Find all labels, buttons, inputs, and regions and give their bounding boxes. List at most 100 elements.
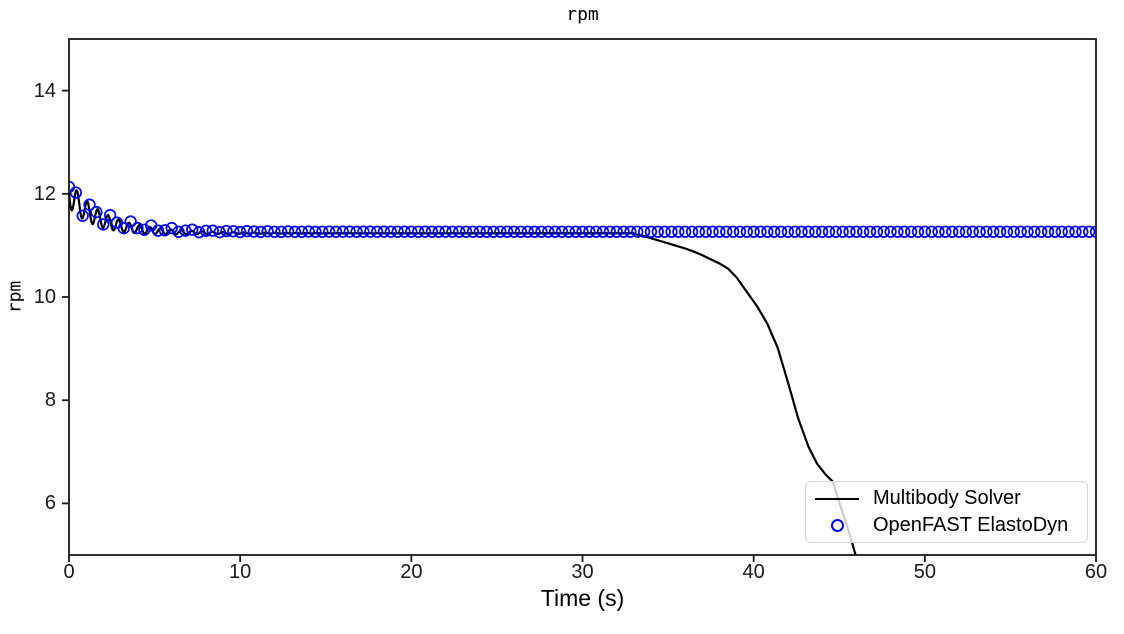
openfast-elastodyn-marker xyxy=(186,223,199,236)
x-axis-label: Time (s) xyxy=(540,585,625,611)
openfast-elastodyn-marker xyxy=(980,225,993,238)
openfast-elastodyn-marker xyxy=(679,225,692,238)
openfast-elastodyn-marker xyxy=(398,225,411,238)
openfast-elastodyn-marker xyxy=(781,225,795,238)
openfast-elastodyn-marker xyxy=(699,225,712,238)
openfast-elastodyn-marker xyxy=(692,225,706,238)
y-tick-label: 12 xyxy=(33,182,56,205)
openfast-elastodyn-marker xyxy=(1055,225,1068,238)
openfast-elastodyn-marker xyxy=(412,225,425,238)
openfast-elastodyn-marker xyxy=(97,218,110,231)
openfast-elastodyn-marker xyxy=(261,225,274,238)
openfast-elastodyn-marker xyxy=(158,224,172,237)
openfast-elastodyn-marker xyxy=(1069,225,1082,238)
openfast-elastodyn-marker xyxy=(234,225,247,239)
openfast-elastodyn-marker xyxy=(857,225,870,238)
openfast-elastodyn-marker xyxy=(569,225,582,238)
openfast-elastodyn-marker xyxy=(240,224,254,238)
openfast-elastodyn-marker xyxy=(439,225,452,238)
openfast-elastodyn-marker xyxy=(822,225,836,238)
openfast-elastodyn-marker xyxy=(555,225,569,238)
openfast-elastodyn-marker xyxy=(768,225,781,238)
openfast-elastodyn-marker xyxy=(213,226,226,239)
openfast-elastodyn-marker xyxy=(391,225,404,238)
openfast-elastodyn-marker xyxy=(1048,225,1062,238)
x-tick-label: 30 xyxy=(571,561,594,583)
openfast-elastodyn-marker xyxy=(740,225,753,238)
openfast-elastodyn-marker xyxy=(405,225,418,238)
openfast-elastodyn-marker xyxy=(521,225,534,238)
legend-label: OpenFAST ElastoDyn xyxy=(873,513,1069,536)
openfast-elastodyn-marker xyxy=(1082,225,1096,238)
y-tick-label: 6 xyxy=(44,492,56,515)
openfast-elastodyn-marker xyxy=(69,186,82,199)
openfast-elastodyn-marker xyxy=(1007,225,1020,238)
openfast-elastodyn-marker xyxy=(357,225,370,238)
openfast-elastodyn-marker xyxy=(726,225,740,238)
openfast-elastodyn-marker xyxy=(377,225,391,238)
openfast-elastodyn-marker xyxy=(1021,225,1034,238)
openfast-elastodyn-marker xyxy=(548,225,562,238)
openfast-elastodyn-marker xyxy=(884,225,897,238)
openfast-elastodyn-marker xyxy=(83,198,96,211)
openfast-elastodyn-marker xyxy=(583,225,596,238)
chart-title: rpm xyxy=(566,4,599,25)
openfast-elastodyn-marker xyxy=(90,205,103,219)
openfast-elastodyn-marker xyxy=(364,225,377,238)
openfast-elastodyn-marker xyxy=(761,225,774,238)
legend-label: Multibody Solver xyxy=(873,487,1021,510)
openfast-elastodyn-marker xyxy=(952,225,966,238)
openfast-elastodyn-marker xyxy=(295,225,308,238)
x-tick-label: 40 xyxy=(742,561,765,583)
openfast-elastodyn-marker xyxy=(877,225,890,238)
axes-spines xyxy=(68,38,1097,556)
openfast-elastodyn-marker xyxy=(343,225,356,238)
legend-circle-marker-icon xyxy=(830,518,844,532)
openfast-elastodyn-marker xyxy=(1035,225,1048,238)
openfast-elastodyn-marker xyxy=(631,225,644,238)
openfast-elastodyn-marker xyxy=(254,225,267,239)
x-tick-label: 0 xyxy=(63,561,75,583)
openfast-elastodyn-marker xyxy=(281,225,295,238)
openfast-elastodyn-marker xyxy=(987,225,1000,238)
x-tick-label: 50 xyxy=(913,561,936,583)
openfast-elastodyn-marker xyxy=(590,225,603,238)
openfast-elastodyn-marker xyxy=(850,225,863,238)
multibody-solver-line xyxy=(69,189,857,555)
openfast-elastodyn-marker xyxy=(994,225,1007,238)
legend-key xyxy=(814,518,860,532)
openfast-elastodyn-marker xyxy=(528,225,541,238)
openfast-elastodyn-marker xyxy=(494,225,507,238)
openfast-elastodyn-marker xyxy=(754,225,767,238)
y-tick-label: 8 xyxy=(44,389,56,412)
y-tick-label: 14 xyxy=(33,79,56,102)
openfast-elastodyn-marker xyxy=(131,221,144,235)
openfast-elastodyn-marker xyxy=(172,225,185,238)
openfast-elastodyn-marker xyxy=(918,225,931,238)
openfast-elastodyn-marker xyxy=(384,225,397,238)
openfast-elastodyn-marker xyxy=(206,224,219,237)
openfast-elastodyn-marker xyxy=(809,225,822,238)
openfast-elastodyn-marker xyxy=(946,225,959,238)
openfast-elastodyn-marker xyxy=(610,225,623,238)
openfast-elastodyn-marker xyxy=(309,225,322,238)
openfast-elastodyn-marker xyxy=(774,225,788,238)
openfast-elastodyn-marker xyxy=(418,225,432,238)
legend-item-openfast-elastodyn: OpenFAST ElastoDyn xyxy=(814,512,1079,538)
openfast-elastodyn-marker xyxy=(925,225,938,238)
openfast-elastodyn-marker xyxy=(329,225,343,238)
openfast-elastodyn-marker xyxy=(932,225,945,238)
openfast-elastodyn-marker xyxy=(459,225,473,238)
openfast-elastodyn-marker xyxy=(713,225,726,238)
openfast-elastodyn-marker xyxy=(637,225,651,238)
openfast-elastodyn-marker xyxy=(959,225,973,238)
openfast-elastodyn-marker xyxy=(898,225,911,238)
openfast-elastodyn-marker xyxy=(720,225,733,238)
openfast-elastodyn-marker xyxy=(795,225,808,238)
openfast-elastodyn-marker xyxy=(288,225,302,238)
openfast-elastodyn-marker xyxy=(576,225,589,238)
openfast-elastodyn-marker xyxy=(151,224,165,237)
openfast-elastodyn-marker xyxy=(507,225,521,238)
openfast-elastodyn-marker xyxy=(535,225,548,238)
